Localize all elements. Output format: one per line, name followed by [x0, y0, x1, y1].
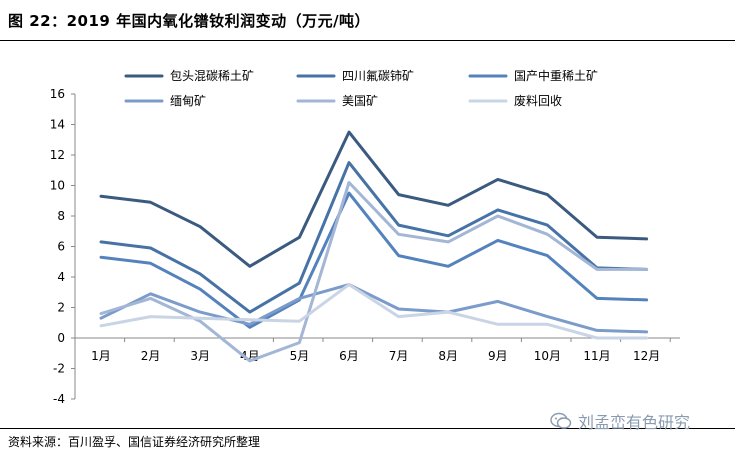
y-tick-label: 8: [57, 209, 65, 223]
y-tick-label: 12: [50, 148, 65, 162]
title-rule: [0, 40, 735, 41]
source-rule: [0, 428, 735, 429]
x-tick-label: 7月: [389, 349, 409, 363]
chart-series: [99, 130, 649, 363]
y-tick-label: -4: [53, 392, 65, 406]
series-line-4: [99, 283, 649, 334]
legend-label-1: 包头混碳稀土矿: [170, 69, 254, 83]
series-line-1: [99, 130, 649, 268]
x-tick-label: 10月: [534, 349, 561, 363]
series-line-6: [99, 283, 649, 340]
source-note: 资料来源：百川盈孚、国信证券经济研究所整理: [8, 435, 261, 449]
legend-label-4: 缅甸矿: [170, 94, 206, 108]
x-tick-label: 5月: [290, 349, 310, 363]
wechat-icon: [550, 412, 572, 429]
x-tick-label: 1月: [91, 349, 111, 363]
y-tick-label: 10: [50, 179, 65, 193]
watermark: 刘孟峦有色研究: [550, 409, 690, 433]
y-tick-label: 14: [50, 118, 65, 132]
legend-label-6: 废料回收: [514, 93, 562, 108]
y-tick-label: 6: [57, 240, 65, 254]
x-tick-label: 6月: [339, 349, 359, 363]
x-tick-label: 2月: [141, 349, 161, 363]
series-line-2: [99, 161, 649, 314]
y-tick-label: 2: [57, 301, 65, 315]
legend-label-5: 美国矿: [342, 94, 378, 108]
x-tick-label: 8月: [438, 349, 458, 363]
x-tick-label: 11月: [583, 349, 610, 363]
x-tick-label: 3月: [190, 349, 210, 363]
chart-title: 图 22：2019 年国内氧化镨钕利润变动（万元/吨）: [8, 12, 371, 30]
x-tick-label: 12月: [633, 349, 660, 363]
legend-label-2: 四川氟碳铈矿: [342, 68, 414, 83]
y-tick-label: 16: [50, 87, 65, 101]
series-line-3: [99, 191, 649, 329]
y-tick-label: 4: [57, 270, 65, 284]
y-tick-label: 0: [57, 331, 65, 345]
y-tick-label: -2: [53, 362, 65, 376]
watermark-text: 刘孟峦有色研究: [578, 413, 691, 432]
legend-label-3: 国产中重稀土矿: [514, 68, 598, 83]
x-tick-label: 9月: [488, 349, 508, 363]
